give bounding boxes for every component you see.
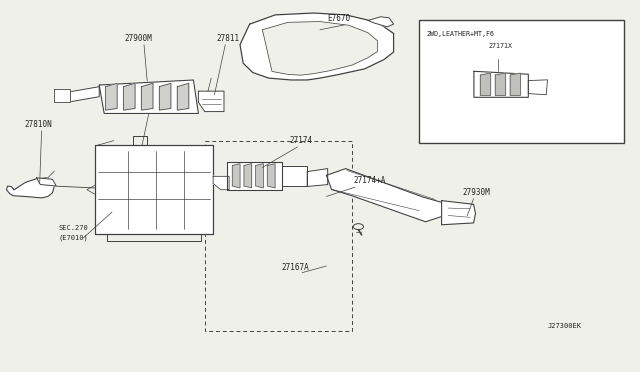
Polygon shape xyxy=(255,164,264,188)
Text: 27174+A: 27174+A xyxy=(354,176,387,185)
Text: 27811: 27811 xyxy=(216,34,239,43)
Polygon shape xyxy=(326,169,445,222)
Text: 27810N: 27810N xyxy=(24,121,52,129)
Polygon shape xyxy=(227,162,282,190)
Text: 27900M: 27900M xyxy=(125,34,152,43)
Text: 27171X: 27171X xyxy=(488,43,512,49)
Polygon shape xyxy=(244,164,252,188)
Polygon shape xyxy=(240,13,394,80)
Polygon shape xyxy=(232,164,240,188)
Polygon shape xyxy=(6,178,54,198)
Text: J27300EK: J27300EK xyxy=(547,323,581,329)
Polygon shape xyxy=(36,178,56,186)
Text: 2WD,LEATHER+MT,F6: 2WD,LEATHER+MT,F6 xyxy=(427,31,495,37)
Text: 27167A: 27167A xyxy=(282,263,309,272)
Polygon shape xyxy=(307,169,328,186)
Polygon shape xyxy=(474,71,529,97)
Bar xyxy=(205,141,352,331)
Polygon shape xyxy=(106,83,117,110)
Polygon shape xyxy=(213,176,229,190)
Polygon shape xyxy=(495,73,506,96)
Polygon shape xyxy=(268,164,275,188)
Text: 27174: 27174 xyxy=(290,136,313,145)
Polygon shape xyxy=(177,83,189,110)
Polygon shape xyxy=(70,87,99,102)
Polygon shape xyxy=(529,80,548,95)
Polygon shape xyxy=(159,83,171,110)
Polygon shape xyxy=(141,83,153,110)
Polygon shape xyxy=(510,73,520,96)
Polygon shape xyxy=(262,22,378,75)
Polygon shape xyxy=(442,201,476,225)
Polygon shape xyxy=(95,145,213,234)
Polygon shape xyxy=(368,17,394,27)
Polygon shape xyxy=(54,89,70,102)
Polygon shape xyxy=(282,166,307,186)
Polygon shape xyxy=(99,80,198,113)
Bar xyxy=(419,20,624,143)
Text: 27930M: 27930M xyxy=(462,188,490,197)
Text: E7670: E7670 xyxy=(328,14,351,23)
Polygon shape xyxy=(124,83,135,110)
Text: (E7010): (E7010) xyxy=(59,235,88,241)
Polygon shape xyxy=(198,91,224,112)
Text: SEC.270: SEC.270 xyxy=(59,225,88,231)
Polygon shape xyxy=(481,73,491,96)
